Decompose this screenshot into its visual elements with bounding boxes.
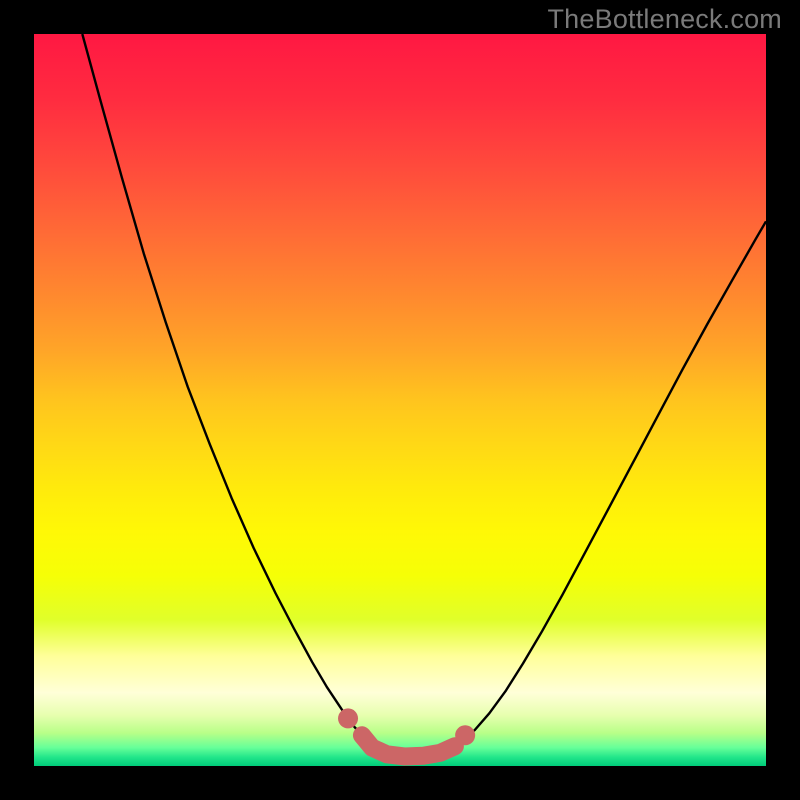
overlay-bottom-stroke [362,735,455,756]
watermark-text: TheBottleneck.com [547,4,782,35]
bottleneck-curve [82,34,766,756]
bottleneck-minimum-overlay [338,708,475,756]
overlay-endpoint-dot [338,708,358,728]
chart-svg [34,34,766,766]
chart-plot-area [34,34,766,766]
